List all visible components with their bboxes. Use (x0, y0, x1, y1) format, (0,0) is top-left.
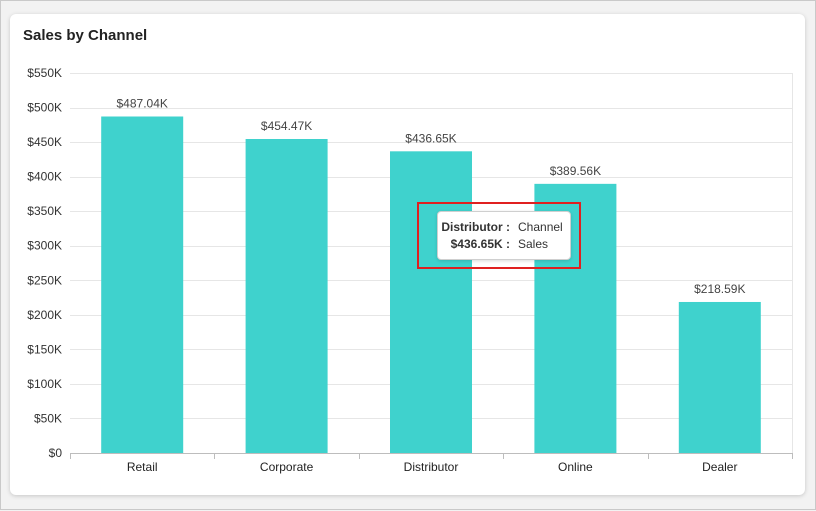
y-tick-label: $350K (27, 204, 62, 218)
chart-tooltip: Distributor : Channel $436.65K : Sales (437, 211, 571, 260)
x-tick-label: Dealer (702, 460, 737, 474)
data-labels: $487.04K $454.47K $436.65K $389.56K $218.59K (117, 96, 746, 295)
tooltip-value-row: $436.65K : Sales (438, 236, 570, 252)
tooltip-category: Distributor : (441, 220, 510, 234)
y-tick-label: $150K (27, 342, 62, 356)
data-label: $389.56K (550, 164, 601, 178)
y-tick-label: $450K (27, 135, 62, 149)
x-axis: Retail Corporate Distributor Online Dealer (70, 453, 793, 474)
y-tick-label: $0 (49, 446, 63, 460)
tooltip-value-name: Sales (518, 237, 549, 251)
y-tick-label: $550K (27, 66, 62, 80)
x-tick-label: Distributor (404, 460, 459, 474)
tooltip-highlight-box (417, 202, 581, 269)
bar-retail[interactable] (101, 116, 184, 453)
data-label: $487.04K (117, 96, 168, 110)
x-tick-label: Corporate (260, 460, 314, 474)
bars (101, 116, 761, 453)
chart-title: Sales by Channel (23, 27, 148, 44)
tooltip-category-row: Distributor : Channel (438, 219, 570, 235)
y-tick-label: $400K (27, 170, 62, 184)
tooltip-value: $436.65K : (450, 237, 510, 251)
x-tick-label: Online (558, 460, 593, 474)
bar-dealer[interactable] (678, 301, 761, 453)
data-label: $218.59K (694, 282, 745, 296)
bar-distributor[interactable] (390, 151, 472, 453)
y-axis-ticks: $0 $50K $100K $150K $200K $250K $300K $350K $400… (27, 66, 62, 460)
x-tick-label: Retail (127, 460, 158, 474)
bar-corporate[interactable] (245, 139, 328, 453)
data-label: $436.65K (405, 131, 456, 145)
y-tick-label: $50K (34, 411, 62, 425)
y-tick-label: $200K (27, 308, 62, 322)
y-tick-label: $500K (27, 101, 62, 115)
data-label: $454.47K (261, 119, 312, 133)
y-tick-label: $250K (27, 273, 62, 287)
tooltip-category-name: Channel (518, 220, 563, 234)
y-tick-label: $100K (27, 377, 62, 391)
y-tick-label: $300K (27, 239, 62, 253)
